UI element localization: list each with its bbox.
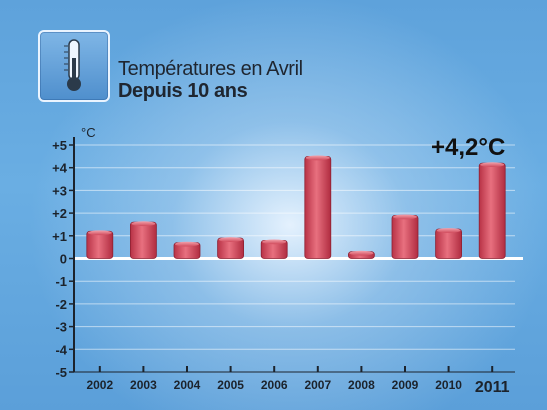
bar-cap [393, 214, 417, 220]
x-tick-label: 2007 [304, 378, 331, 392]
x-tick-label: 2009 [392, 378, 419, 392]
bar-body [391, 214, 419, 259]
bar-2010 [435, 228, 463, 259]
bar-2008 [347, 250, 375, 259]
chart-heading: Températures en Avril Depuis 10 ans [118, 58, 303, 102]
bars [86, 155, 506, 259]
bar-cap [436, 228, 461, 233]
bar-2009 [391, 214, 419, 259]
bar-2003 [129, 221, 157, 259]
bar-cap [262, 239, 287, 245]
annotation-2011: +4,2°C [431, 134, 505, 161]
y-tick-label: -4 [55, 342, 67, 357]
bar-cap [305, 155, 330, 161]
bar-body [86, 230, 114, 259]
y-tick-label: -5 [55, 365, 67, 380]
thermometer-icon [64, 39, 81, 91]
bar-body [435, 228, 463, 259]
y-tick-label: 0 [60, 252, 67, 267]
chart-title: Températures en Avril [118, 58, 303, 80]
x-tick-label: 2008 [348, 378, 375, 392]
bar-2002 [86, 230, 114, 259]
bar-2004 [173, 241, 201, 259]
bar-cap [480, 162, 505, 168]
y-unit-label: °C [81, 125, 96, 140]
thermometer-icon-box [38, 30, 110, 102]
y-tick-label: +5 [52, 138, 67, 153]
bar-2005 [217, 237, 245, 259]
x-tick-label: 2002 [86, 378, 113, 392]
x-tick-label: 2011 [475, 379, 510, 396]
bar-cap [87, 230, 112, 236]
bar-cap [349, 250, 374, 256]
x-tick-label: 2004 [174, 378, 201, 392]
bar-cap [175, 241, 199, 247]
bar-cap [131, 221, 156, 227]
chart-subtitle: Depuis 10 ans [118, 80, 248, 102]
y-tick-label: +1 [52, 229, 67, 244]
y-tick-label: +4 [52, 161, 68, 176]
y-axis: -5 -4 -3 -2 -1 0 +1 +2 +3 +4 +5 [52, 137, 75, 380]
y-tick-label: -1 [55, 274, 67, 289]
bar-body [304, 155, 332, 259]
bar-2006 [260, 239, 288, 259]
x-tick-label: 2006 [261, 378, 288, 392]
y-tick-label: -2 [55, 297, 67, 312]
y-tick-label: +3 [52, 183, 67, 198]
bar-2011 [478, 162, 506, 259]
x-tick-label: 2010 [435, 378, 462, 392]
y-tick-label: -3 [55, 320, 67, 335]
bar-2007 [304, 155, 332, 259]
x-axis-ticks: 2002 2003 2004 2005 2006 2007 2008 2009 2010 2011 [74, 366, 515, 396]
bar-body [478, 162, 506, 259]
y-tick-label: +2 [52, 206, 67, 221]
x-tick-label: 2005 [217, 378, 244, 392]
bar-body [129, 221, 157, 259]
bar-cap [218, 237, 243, 242]
x-tick-label: 2003 [130, 378, 157, 392]
